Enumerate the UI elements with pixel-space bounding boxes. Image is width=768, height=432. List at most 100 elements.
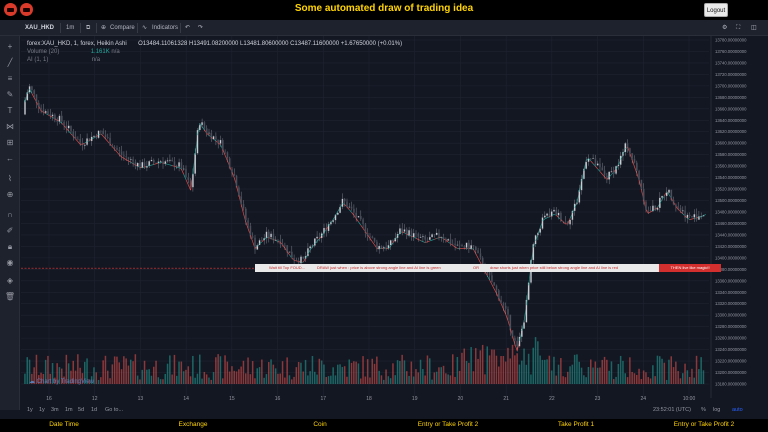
pattern-icon[interactable]: ⋈ <box>6 122 14 131</box>
ai-line-segment <box>445 240 449 243</box>
range-1m[interactable]: 1m <box>65 407 73 413</box>
price-tick-label: 13760.00000000 <box>715 49 747 54</box>
volume-bar <box>495 355 498 384</box>
candle-body <box>362 219 364 225</box>
candle-body <box>507 308 509 315</box>
candle-body <box>695 214 698 220</box>
volume-bar <box>173 354 176 384</box>
volume-bar <box>511 344 514 384</box>
layers-icon[interactable]: ◈ <box>6 276 14 285</box>
candle-body <box>601 167 604 171</box>
legend-symbol[interactable]: forex:XAU_HKD, 1, forex, Heikin Ashi <box>27 41 127 47</box>
candle-body <box>474 246 477 251</box>
volume-bar <box>583 375 585 384</box>
candle-body <box>596 163 599 166</box>
candle-body <box>198 124 201 131</box>
chart-area[interactable]: 13381.956575813489.3168990 13780.0000000… <box>21 36 768 410</box>
candle-body <box>504 305 507 310</box>
tradingview-watermark[interactable]: ☁ Chart by TradingView <box>29 379 94 385</box>
prediction-icon[interactable]: ⊞ <box>6 138 14 147</box>
visibility-icon[interactable]: ◉ <box>6 258 14 267</box>
volume-bar <box>387 376 390 384</box>
volume-bar <box>378 370 380 384</box>
compare-button[interactable]: Compare <box>110 25 135 31</box>
volume-bar <box>594 361 597 384</box>
candle-body <box>194 153 197 174</box>
legend-volume[interactable]: Volume (20) <box>27 49 60 55</box>
stay-drawing-icon[interactable]: ✐ <box>6 226 14 235</box>
volume-bar <box>587 367 590 384</box>
volume-bar <box>509 358 511 384</box>
ai-line-segment <box>659 199 663 204</box>
price-chart[interactable]: 13381.956575813489.3168990 13780.0000000… <box>21 36 768 410</box>
price-tick-label: 13680.00000000 <box>715 95 747 100</box>
arrow-icon[interactable]: ← <box>6 154 14 163</box>
volume-bar <box>419 359 422 384</box>
ai-line-segment <box>102 136 106 140</box>
volume-bar <box>486 346 488 384</box>
candle-body <box>594 158 597 166</box>
snapshot-icon[interactable]: ◫ <box>751 25 757 31</box>
candle-body <box>95 135 98 139</box>
candle-body <box>244 208 247 221</box>
redo-icon[interactable]: ↷ <box>198 25 204 31</box>
fullscreen-icon[interactable]: ⛶ <box>736 25 741 31</box>
percent-toggle[interactable]: % <box>701 407 706 413</box>
candle-body <box>109 137 112 146</box>
logout-button[interactable]: Logout <box>704 3 728 17</box>
ai-line-segment <box>689 218 693 220</box>
ai-line-segment <box>286 251 290 256</box>
trash-icon[interactable]: 🗑︎ <box>4 292 16 301</box>
candle-body <box>472 245 475 247</box>
text-icon[interactable]: T <box>7 106 13 115</box>
volume-bar <box>132 361 134 384</box>
candle-body <box>30 86 33 91</box>
fib-icon[interactable]: ≡ <box>7 74 13 83</box>
utc-time[interactable]: 23:52:01 (UTC) <box>653 407 691 413</box>
lock-icon[interactable]: 🔒︎ <box>7 242 13 251</box>
ai-line-segment <box>687 217 690 220</box>
candle-body <box>502 302 505 306</box>
volume-bar <box>631 371 633 384</box>
ai-line-segment <box>66 128 69 132</box>
indicators-button[interactable]: Indicators <box>152 25 179 31</box>
range-3m[interactable]: 3m <box>51 407 59 413</box>
candle-body <box>201 122 204 126</box>
volume-bar <box>272 364 275 384</box>
candle-body <box>387 245 390 249</box>
undo-icon[interactable]: ↶ <box>185 25 191 31</box>
symbol-search[interactable]: XAU_HKD <box>25 25 55 31</box>
candle-body <box>672 199 675 205</box>
candle-body <box>307 248 309 257</box>
candle-body <box>346 201 348 208</box>
crosshair-icon[interactable]: + <box>7 42 13 51</box>
app-header: Some automated draw of trading idea Logo… <box>0 0 768 20</box>
range-1y[interactable]: 1y <box>27 407 33 413</box>
legend-ai[interactable]: AI (1, 1) <box>27 57 49 63</box>
interval-button[interactable]: 1m <box>66 25 75 31</box>
go-to-button[interactable]: Go to... <box>105 407 124 413</box>
chart-style-icon[interactable]: ⧉ <box>86 25 91 31</box>
volume-bar <box>463 348 465 384</box>
auto-toggle[interactable]: auto <box>732 407 743 413</box>
ai-line-segment <box>45 113 49 116</box>
volume-bar <box>185 369 187 384</box>
log-toggle[interactable]: log <box>713 407 721 413</box>
price-tick-label: 13480.00000000 <box>715 210 747 215</box>
trend-line-icon[interactable]: ╱ <box>7 58 13 67</box>
magnet-icon[interactable]: ∩ <box>7 210 13 219</box>
volume-bar <box>472 371 475 384</box>
ai-line-segment <box>199 123 203 127</box>
range-5d[interactable]: 5d <box>78 407 85 413</box>
range-1d[interactable]: 1d <box>91 407 98 413</box>
brush-icon[interactable]: ✎ <box>6 90 14 99</box>
annotation-then: THEN live like magic!! <box>659 264 721 272</box>
candle-body <box>228 158 231 169</box>
candle-body <box>242 203 245 209</box>
zoom-icon[interactable]: ⊕ <box>6 190 14 199</box>
ruler-icon[interactable]: ⌇ <box>8 174 12 183</box>
settings-icon[interactable]: ⚙ <box>722 25 728 31</box>
range-1y-b[interactable]: 1y <box>39 407 45 413</box>
ai-line-segment <box>597 168 601 172</box>
ai-line-segment <box>213 138 217 142</box>
